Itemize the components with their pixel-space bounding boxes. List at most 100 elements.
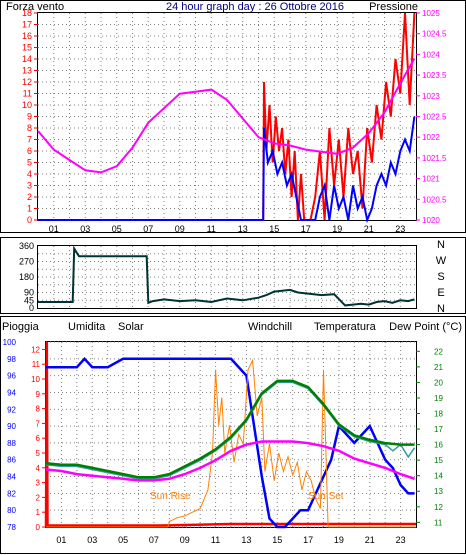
y2-tick-label: 1025 [422,9,440,18]
y-tick-label: 10 [22,100,32,110]
compass-label: S [437,271,444,283]
y-tick-label: 9 [27,112,32,122]
y2-tick-label: 1024 [422,50,440,59]
temp-tick-label: 20 [434,378,443,387]
x-tick-label: 05 [112,224,122,234]
x-tick-label: 03 [87,535,97,545]
humidity-tick-label: 94 [7,388,16,397]
x-tick-label: 03 [80,224,90,234]
rain-tick-label: 11 [32,360,41,369]
compass-label: N [437,303,445,315]
y-tick-label: 0 [27,215,32,225]
humidity-tick-label: 100 [3,338,17,347]
y2-tick-label: 1023 [422,92,440,101]
x-tick-label: 13 [238,224,248,234]
temp-tick-label: 22 [434,347,443,356]
windchill-label: Windchill [248,321,292,333]
rain-tick-label: 12 [31,345,40,354]
bottom-grid [46,341,416,528]
direction-plot-area [37,245,417,309]
rain-label: Pioggia [2,321,40,333]
x-tick-label: 01 [49,224,59,234]
humidity-tick-label: 88 [7,439,16,448]
humidity-tick-label: 82 [7,489,16,498]
temp-tick-label: 17 [434,425,443,434]
bottom-series [44,341,416,529]
x-tick-label: 15 [269,224,279,234]
x-tick-label: 07 [149,535,159,545]
y-tick-label: 16 [22,31,32,41]
rain-tick-label: 0 [36,523,41,532]
solar-label: Solar [118,321,144,333]
humidity-label: Umidita [68,321,106,333]
rain-tick-label: 9 [36,390,41,399]
y-tick-label: 4 [27,169,32,179]
x-tick-label: 23 [395,224,405,234]
y-tick-label: 15 [22,43,32,53]
x-tick-label: 11 [207,224,216,234]
x-tick-label: 07 [143,224,153,234]
x-tick-label: 17 [303,535,313,545]
top-x-axis: 01 03 05 07 09 11 13 15 17 19 21 23 [49,224,406,234]
wind-speed-label: Forza vento [6,1,64,13]
temperature-axis: 11 12 13 14 15 16 17 18 19 20 21 22 [416,347,443,527]
temp-tick-label: 14 [434,472,443,481]
temp-tick-label: 15 [434,456,443,465]
sunset-annotation: Sun Set [308,491,344,502]
direction-series [38,245,415,307]
humidity-axis: 78 80 82 84 86 88 90 92 94 96 98 100 [3,338,17,532]
top-right-axis: 1020 1020.5 1021 1021.5 1022 1022.5 1023 1023.5… [416,9,447,225]
x-tick-label: 21 [364,224,374,234]
chart-title: 24 hour graph day : 26 Ottobre 2016 [166,1,344,13]
dir-tick-label: 45 [24,295,34,305]
temp-tick-label: 19 [434,394,443,403]
humidity-tick-label: 78 [7,523,16,532]
temp-tick-label: 13 [434,487,443,496]
temp-tick-label: 11 [434,518,443,527]
series-line [37,58,416,174]
humidity-tick-label: 98 [7,355,16,364]
humidity-tick-label: 86 [7,456,16,465]
temp-tick-label: 21 [434,363,443,372]
y-tick-label: 18 [22,8,32,18]
direction-line [38,245,415,307]
x-tick-label: 23 [396,535,406,545]
dir-tick-label: 180 [19,272,34,282]
rain-tick-label: 1 [36,508,41,517]
y-tick-label: 14 [22,54,32,64]
y2-tick-label: 1020.5 [422,195,447,204]
bottom-x-axis: 01 03 05 07 09 11 13 15 17 19 21 23 [56,535,405,545]
y-tick-label: 11 [23,89,32,99]
y-tick-label: 5 [27,158,32,168]
temperature-label: Temperatura [314,321,377,333]
x-tick-label: 19 [332,224,342,234]
dir-tick-label: 270 [19,257,34,267]
x-tick-label: 01 [56,535,66,545]
humidity-tick-label: 80 [7,506,16,515]
x-tick-label: 19 [334,535,344,545]
series-line [45,440,415,482]
temp-tick-label: 12 [434,503,443,512]
y-tick-label: 17 [22,20,32,30]
dewpoint-label: Dew Point (°C) [389,321,462,333]
compass-label: W [436,255,447,267]
rain-tick-label: 7 [36,419,41,428]
y2-tick-label: 1024.5 [422,30,447,39]
y-tick-label: 13 [22,66,32,76]
y-tick-label: 1 [27,204,32,214]
y-tick-label: 12 [22,77,32,87]
compass-label: N [437,239,445,251]
dir-tick-label: 90 [24,288,34,298]
top-series [37,12,416,224]
rain-tick-label: 3 [36,479,41,488]
compass-label: E [437,287,444,299]
pressure-label: Pressione [369,1,418,13]
humidity-tick-label: 84 [7,473,16,482]
sunrise-annotation: Sun Rise [150,491,191,502]
